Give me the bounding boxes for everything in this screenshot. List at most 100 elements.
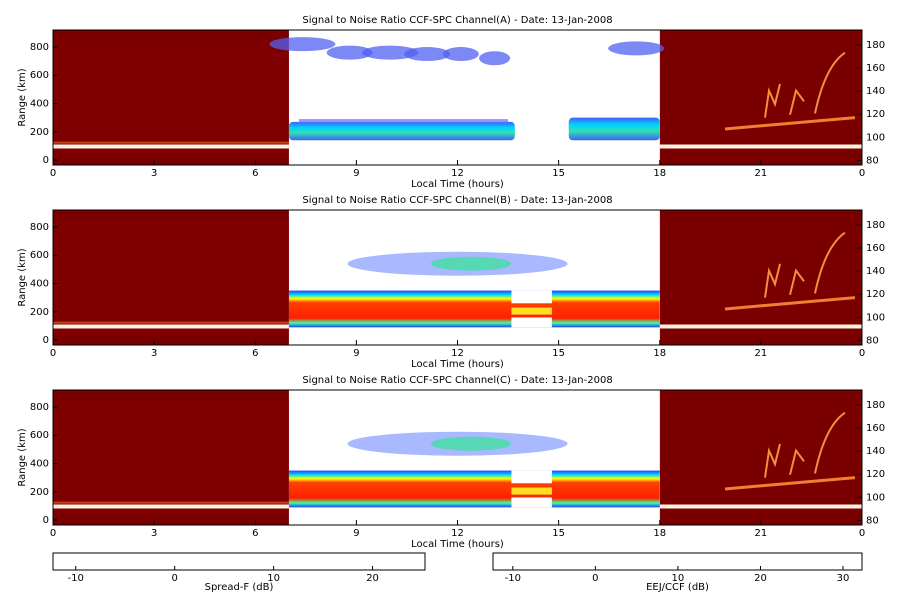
echo-band — [288, 121, 515, 141]
x-tick-label: 6 — [252, 528, 258, 539]
x-tick-label: 0 — [859, 168, 865, 179]
spread-f — [724, 476, 856, 491]
y-tick-label: 400 — [30, 279, 49, 290]
y-tick-label: 800 — [30, 222, 49, 233]
echo-band — [288, 290, 660, 328]
x-tick-label: 18 — [653, 168, 666, 179]
x-tick-label: 9 — [353, 528, 359, 539]
x-tick-label: 18 — [653, 348, 666, 359]
y2-tick-label: 100 — [866, 312, 885, 323]
echo-band — [53, 501, 289, 504]
y2-tick-label: 100 — [866, 492, 885, 503]
night-region — [659, 30, 862, 165]
echo-gap — [511, 470, 552, 484]
y-axis-label: Range (km) — [17, 68, 28, 126]
x-tick-label: 15 — [552, 348, 565, 359]
x-tick-label: 21 — [755, 168, 768, 179]
x-tick-label: 21 — [755, 528, 768, 539]
echo-band — [53, 324, 289, 329]
night-region — [659, 390, 862, 525]
x-tick-label: 9 — [353, 168, 359, 179]
y-axis-label: Range (km) — [17, 428, 28, 486]
panel-title: Signal to Noise Ratio CCF-SPC Channel(C)… — [302, 375, 612, 386]
echo-band — [659, 324, 862, 329]
x-tick-label: 12 — [451, 168, 464, 179]
x-tick-label: 0 — [50, 528, 56, 539]
y-tick-label: 0 — [43, 335, 49, 346]
y-tick-label: 0 — [43, 155, 49, 166]
x-tick-label: 6 — [252, 168, 258, 179]
spread-f — [724, 296, 856, 311]
x-tick-label: 18 — [653, 528, 666, 539]
x-tick-label: 3 — [151, 528, 157, 539]
echo-gap — [511, 290, 552, 304]
y-tick-label: 400 — [30, 99, 49, 110]
panel-title: Signal to Noise Ratio CCF-SPC Channel(A)… — [302, 15, 612, 26]
x-tick-label: 6 — [252, 348, 258, 359]
y-tick-label: 800 — [30, 42, 49, 53]
night-region — [659, 210, 862, 345]
x-tick-label: 15 — [552, 528, 565, 539]
colorbar-label: Spread-F (dB) — [205, 582, 274, 593]
y2-tick-label: 120 — [866, 289, 885, 300]
echo-band — [659, 144, 862, 149]
x-tick-label: 12 — [451, 528, 464, 539]
y2-tick-label: 80 — [866, 335, 879, 346]
y2-tick-label: 180 — [866, 40, 885, 51]
echo-band — [568, 117, 660, 141]
echo-patch — [442, 47, 479, 62]
colorbar-tick-label: 20 — [754, 573, 767, 584]
x-axis-label: Local Time (hours) — [411, 539, 504, 550]
echo-band — [298, 119, 509, 124]
x-tick-label: 3 — [151, 348, 157, 359]
spread-f — [724, 116, 856, 131]
y-tick-label: 800 — [30, 402, 49, 413]
echo-patch — [326, 45, 373, 60]
y2-tick-label: 140 — [866, 86, 885, 97]
y-tick-label: 600 — [30, 250, 49, 261]
y-tick-label: 600 — [30, 70, 49, 81]
echo-band — [53, 321, 289, 324]
spread-f — [764, 411, 846, 478]
y2-tick-label: 180 — [866, 400, 885, 411]
y-tick-label: 400 — [30, 459, 49, 470]
echo-band — [659, 504, 862, 509]
colorbar-tick-label: -10 — [68, 573, 84, 584]
y2-tick-label: 180 — [866, 220, 885, 231]
echo-patch — [608, 41, 665, 56]
echo-band — [288, 470, 660, 508]
echo-band — [511, 307, 552, 315]
echo-band — [53, 504, 289, 509]
colorbar-tick-label: 20 — [366, 573, 379, 584]
y2-tick-label: 160 — [866, 423, 885, 434]
y2-tick-label: 140 — [866, 446, 885, 457]
y2-tick-label: 120 — [866, 469, 885, 480]
echo-patch — [362, 45, 419, 60]
colorbar-tick-label: 10 — [672, 573, 685, 584]
y2-tick-label: 160 — [866, 63, 885, 74]
colorbar — [52, 552, 426, 571]
echo-band — [511, 487, 552, 495]
colorbar-label: EEJ/CCF (dB) — [646, 582, 709, 593]
x-tick-label: 0 — [859, 348, 865, 359]
colorbar-tick-label: 0 — [172, 573, 178, 584]
echo-gap — [511, 497, 552, 508]
y2-tick-label: 100 — [866, 132, 885, 143]
x-tick-label: 0 — [859, 528, 865, 539]
y2-tick-label: 80 — [866, 155, 879, 166]
echo-gap — [511, 317, 552, 328]
spread-f — [764, 51, 846, 118]
y2-tick-label: 140 — [866, 266, 885, 277]
y-tick-label: 600 — [30, 430, 49, 441]
x-axis-label: Local Time (hours) — [411, 179, 504, 190]
echo-patch — [479, 51, 511, 66]
x-tick-label: 21 — [755, 348, 768, 359]
panel-title: Signal to Noise Ratio CCF-SPC Channel(B)… — [302, 195, 612, 206]
x-tick-label: 12 — [451, 348, 464, 359]
night-region — [53, 40, 289, 155]
echo-patch — [430, 256, 511, 271]
x-tick-label: 15 — [552, 168, 565, 179]
spread-f — [764, 231, 846, 298]
echo-patch — [404, 47, 451, 62]
echo-patch — [269, 37, 336, 52]
